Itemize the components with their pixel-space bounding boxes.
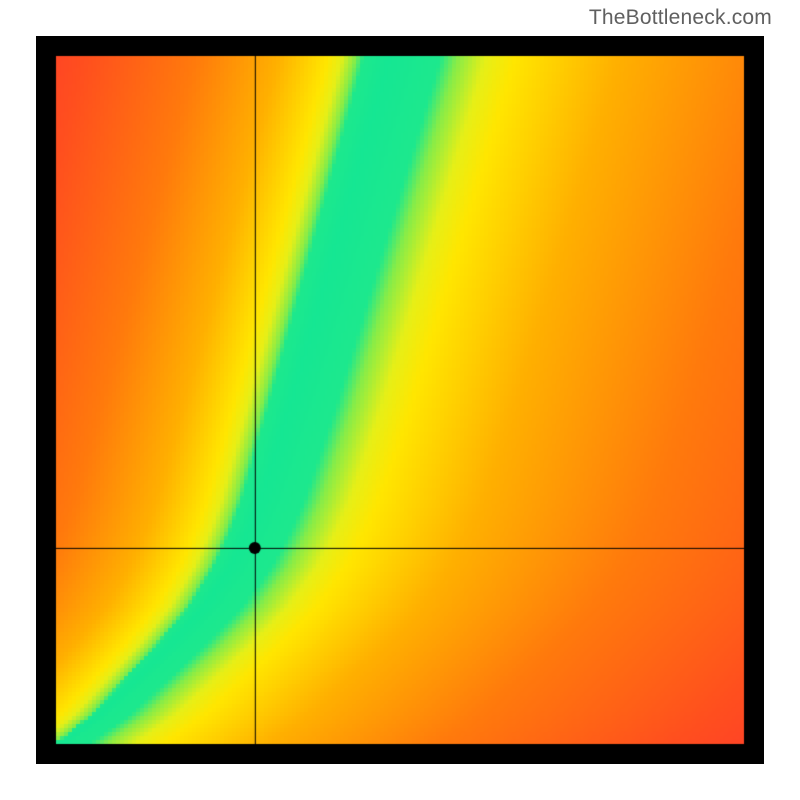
watermark-text: TheBottleneck.com <box>589 6 772 30</box>
heatmap-plot <box>36 36 764 764</box>
